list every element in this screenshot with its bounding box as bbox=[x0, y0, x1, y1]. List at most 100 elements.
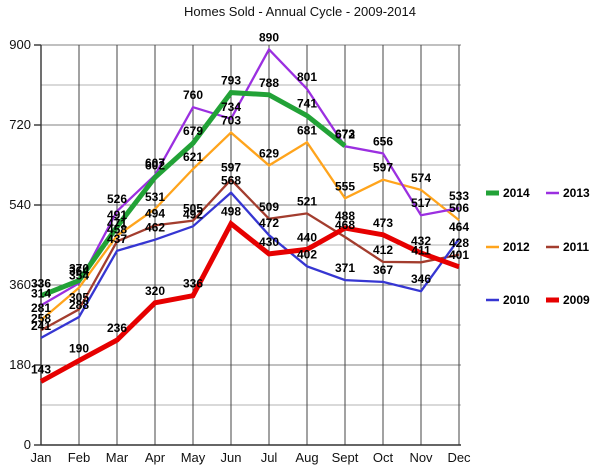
data-label-2012-Jun: 703 bbox=[221, 114, 241, 128]
series-line-2011 bbox=[40, 178, 460, 332]
data-label-2014-Mar: 491 bbox=[107, 208, 127, 222]
data-label-2012-Apr: 531 bbox=[145, 190, 165, 204]
legend-item-2012: 2012 bbox=[486, 240, 530, 254]
x-tick-label: Nov bbox=[409, 450, 433, 465]
data-label-2011-May: 505 bbox=[183, 202, 203, 216]
legend-label-2013: 2013 bbox=[563, 186, 590, 200]
data-label-2009-Jul: 430 bbox=[259, 235, 279, 249]
data-label-2010-Jan: 241 bbox=[31, 319, 51, 333]
data-label-2011-Mar: 458 bbox=[107, 222, 127, 236]
data-label-2011-Jul: 509 bbox=[259, 200, 279, 214]
data-label-2010-Dec: 464 bbox=[449, 220, 469, 234]
x-tick-label: Jan bbox=[31, 450, 52, 465]
x-tick-label: May bbox=[181, 450, 206, 465]
x-tick-label: Feb bbox=[68, 450, 90, 465]
legend-label-2011: 2011 bbox=[563, 240, 589, 254]
data-label-2011-Oct: 412 bbox=[373, 243, 393, 257]
data-label-2011-Nov: 411 bbox=[411, 243, 431, 257]
data-label-2013-Dec: 533 bbox=[449, 189, 469, 203]
data-label-2014-Feb: 370 bbox=[69, 262, 89, 276]
data-label-2013-Sept: 672 bbox=[335, 127, 355, 141]
data-label-2012-Sept: 555 bbox=[335, 179, 355, 193]
x-tick-label: Jun bbox=[221, 450, 242, 465]
data-label-2011-Feb: 305 bbox=[69, 290, 89, 304]
data-label-2009-Apr: 320 bbox=[145, 284, 165, 298]
data-label-2010-Apr: 462 bbox=[145, 221, 165, 235]
x-tick-label: Mar bbox=[106, 450, 129, 465]
legend-item-2014: 2014 bbox=[486, 186, 530, 200]
data-label-2011-Sept: 468 bbox=[335, 218, 355, 232]
data-label-2013-Apr: 607 bbox=[145, 156, 165, 170]
data-label-2012-Mar: 471 bbox=[107, 217, 127, 231]
data-label-2012-Oct: 597 bbox=[373, 161, 393, 175]
data-label-2009-Jan: 143 bbox=[31, 362, 51, 376]
series-line-2014 bbox=[40, 90, 347, 299]
y-tick-label: 360 bbox=[9, 277, 31, 292]
data-label-2014-Jan: 336 bbox=[31, 277, 51, 291]
data-label-2012-Jan: 281 bbox=[31, 301, 51, 315]
data-label-2013-Oct: 656 bbox=[373, 134, 393, 148]
y-tick-label: 180 bbox=[9, 357, 31, 372]
data-label-2010-Oct: 367 bbox=[373, 263, 393, 277]
data-label-2012-Dec: 506 bbox=[449, 201, 469, 215]
data-label-2014-Jul: 788 bbox=[259, 76, 279, 90]
series-layer bbox=[39, 47, 460, 384]
data-label-2009-Oct: 473 bbox=[373, 216, 393, 230]
data-label-2010-Nov: 346 bbox=[411, 272, 431, 286]
legend-label-2014: 2014 bbox=[503, 186, 530, 200]
data-label-2014-May: 679 bbox=[183, 124, 203, 138]
y-tick-label: 540 bbox=[9, 197, 31, 212]
data-label-2013-Jan: 314 bbox=[31, 286, 51, 300]
data-label-2014-Apr: 602 bbox=[145, 158, 165, 172]
legend-item-2011: 2011 bbox=[546, 240, 589, 254]
data-label-2009-Aug: 440 bbox=[297, 230, 317, 244]
x-tick-label: Sept bbox=[332, 450, 359, 465]
data-label-2012-Aug: 681 bbox=[297, 123, 317, 137]
series-line-2013 bbox=[40, 47, 460, 307]
x-tick-label: Dec bbox=[447, 450, 471, 465]
data-label-2011-Aug: 521 bbox=[297, 194, 317, 208]
data-label-2012-Nov: 574 bbox=[411, 171, 431, 185]
data-label-2014-Sept: 673 bbox=[335, 127, 355, 141]
x-tick-label: Oct bbox=[373, 450, 394, 465]
data-label-2014-Jun: 793 bbox=[221, 74, 241, 88]
series-line-2010 bbox=[40, 190, 460, 339]
data-label-2013-Jul: 890 bbox=[259, 30, 279, 44]
legend-label-2012: 2012 bbox=[503, 240, 530, 254]
data-label-2010-Jul: 472 bbox=[259, 216, 279, 230]
data-label-2013-Aug: 801 bbox=[297, 70, 317, 84]
y-tick-label: 720 bbox=[9, 117, 31, 132]
data-label-2009-Feb: 190 bbox=[69, 342, 89, 356]
data-label-2010-Jun: 568 bbox=[221, 174, 241, 188]
data-label-layer: 258 305 458 494 505 597 509 521 468 412 411 428 241 2… bbox=[31, 30, 469, 376]
data-label-2011-Jan: 258 bbox=[31, 311, 51, 325]
data-label-2013-Mar: 526 bbox=[107, 192, 127, 206]
data-label-2009-Dec: 401 bbox=[449, 248, 469, 262]
legend: 2014 2013 2012 2011 2010 2009 bbox=[486, 186, 590, 307]
y-tick-label: 900 bbox=[9, 37, 31, 52]
data-label-2009-Nov: 432 bbox=[411, 234, 431, 248]
data-label-2010-Feb: 288 bbox=[69, 298, 89, 312]
series-line-2009 bbox=[39, 219, 460, 384]
data-label-2012-May: 621 bbox=[183, 150, 203, 164]
legend-label-2009: 2009 bbox=[563, 293, 590, 307]
data-label-2012-Jul: 629 bbox=[259, 146, 279, 160]
data-label-2010-Aug: 402 bbox=[297, 247, 317, 261]
data-label-2013-Jun: 734 bbox=[221, 100, 241, 114]
legend-label-2010: 2010 bbox=[503, 293, 530, 307]
data-label-2009-Sept: 488 bbox=[335, 209, 355, 223]
y-tick-label: 0 bbox=[24, 437, 31, 452]
data-label-2009-May: 336 bbox=[183, 277, 203, 291]
series-line-2012 bbox=[40, 131, 460, 321]
x-tick-label: Jul bbox=[261, 450, 278, 465]
legend-item-2013: 2013 bbox=[546, 186, 590, 200]
data-label-2013-Feb: 364 bbox=[69, 264, 89, 278]
data-label-2009-Jun: 498 bbox=[221, 205, 241, 219]
data-label-2011-Dec: 428 bbox=[449, 236, 469, 250]
data-label-2009-Mar: 236 bbox=[107, 321, 127, 335]
data-label-2014-Aug: 741 bbox=[297, 97, 317, 111]
chart-title: Homes Sold - Annual Cycle - 2009-2014 bbox=[184, 4, 416, 19]
data-label-2010-Sept: 371 bbox=[335, 261, 355, 275]
